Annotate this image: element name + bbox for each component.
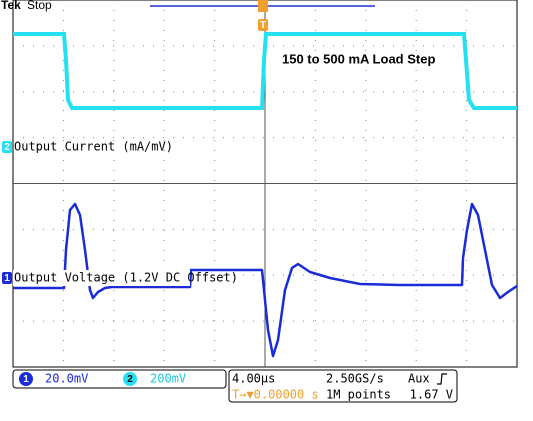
ch2-marker: 2 <box>4 142 10 153</box>
ch1-badge-label: 1 <box>23 374 29 385</box>
ch2-badge <box>123 372 137 386</box>
annotation: 150 to 500 mA Load Step <box>282 51 435 66</box>
trigger-level: 1.67 V <box>410 388 453 402</box>
label-bg <box>13 270 190 286</box>
ch2-marker-box <box>2 141 12 153</box>
channel-label: Output Current (mA/mV) <box>14 140 173 154</box>
brand: Tek <box>1 0 21 12</box>
acquisition-settings <box>228 369 458 403</box>
status: Stop <box>27 0 52 12</box>
trigger-slope <box>437 373 447 385</box>
channel-settings <box>12 369 227 389</box>
ch1-badge <box>19 372 33 386</box>
current-trace <box>13 32 517 110</box>
trigger-position-marker <box>258 0 268 12</box>
timebase: 4.00µs <box>232 372 275 386</box>
ch2-scale: 200mV <box>150 372 186 386</box>
ch2-badge-label: 2 <box>127 374 133 385</box>
trigger-marker: T <box>260 20 266 31</box>
ch1-marker-box <box>2 272 12 284</box>
channel-label: Output Voltage (1.2V DC Offset) <box>14 271 238 285</box>
voltage-trace <box>13 202 518 358</box>
trigger-marker-box <box>258 19 268 31</box>
ch1-marker: 1 <box>4 273 10 284</box>
trigger-position: T→▼0.00000 s <box>232 388 319 402</box>
sample-rate: 2.50GS/s <box>326 372 384 386</box>
trigger-source: Aux <box>408 372 430 386</box>
ch1-scale: 20.0mV <box>45 372 88 386</box>
record-length: 1M points <box>326 388 391 402</box>
